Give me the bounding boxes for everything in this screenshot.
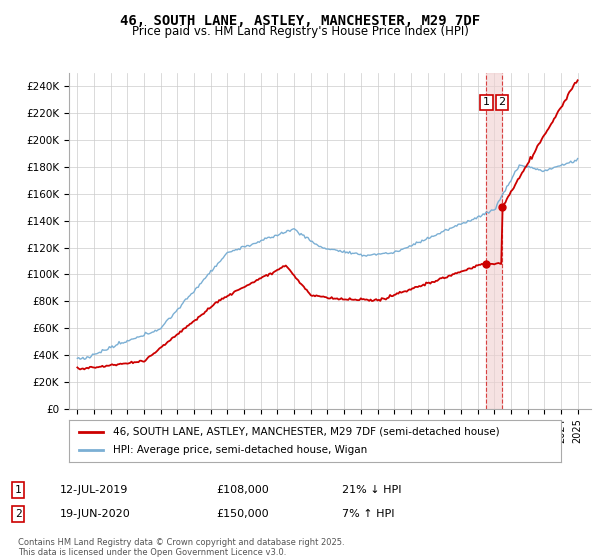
Text: £150,000: £150,000: [216, 509, 269, 519]
Text: 46, SOUTH LANE, ASTLEY, MANCHESTER, M29 7DF: 46, SOUTH LANE, ASTLEY, MANCHESTER, M29 …: [120, 14, 480, 28]
Text: Price paid vs. HM Land Registry's House Price Index (HPI): Price paid vs. HM Land Registry's House …: [131, 25, 469, 38]
Text: 2: 2: [14, 509, 22, 519]
Text: 1: 1: [483, 97, 490, 108]
Text: 12-JUL-2019: 12-JUL-2019: [60, 485, 128, 495]
Text: £108,000: £108,000: [216, 485, 269, 495]
Text: Contains HM Land Registry data © Crown copyright and database right 2025.
This d: Contains HM Land Registry data © Crown c…: [18, 538, 344, 557]
Bar: [487, 73, 502, 409]
Text: 21% ↓ HPI: 21% ↓ HPI: [342, 485, 401, 495]
Text: 1: 1: [14, 485, 22, 495]
Text: 46, SOUTH LANE, ASTLEY, MANCHESTER, M29 7DF (semi-detached house): 46, SOUTH LANE, ASTLEY, MANCHESTER, M29 …: [113, 427, 500, 437]
Text: HPI: Average price, semi-detached house, Wigan: HPI: Average price, semi-detached house,…: [113, 445, 368, 455]
Text: 19-JUN-2020: 19-JUN-2020: [60, 509, 131, 519]
Text: 2: 2: [499, 97, 506, 108]
Text: 7% ↑ HPI: 7% ↑ HPI: [342, 509, 395, 519]
